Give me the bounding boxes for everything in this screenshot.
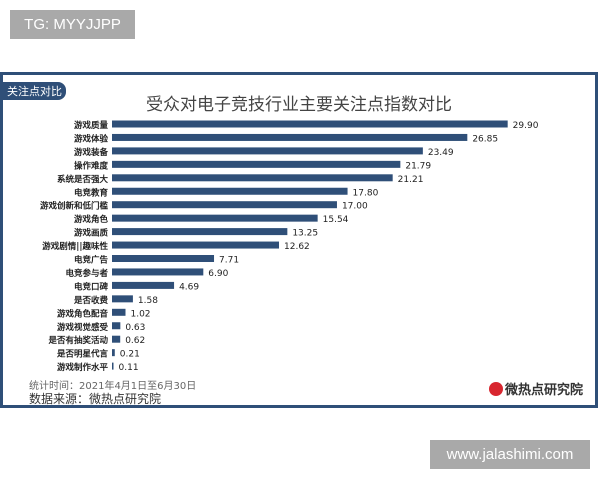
value-label: 7.71 — [219, 256, 239, 266]
value-label: 6.90 — [208, 269, 228, 279]
value-label: 21.21 — [398, 175, 424, 185]
category-label: 系统是否强大 — [57, 174, 109, 185]
bar — [112, 281, 175, 289]
value-label: 0.62 — [125, 336, 145, 346]
value-label: 0.63 — [125, 323, 145, 333]
category-label: 电竞口碑 — [74, 281, 109, 292]
value-label: 12.62 — [284, 242, 310, 252]
value-label: 21.79 — [405, 161, 431, 171]
bar — [112, 255, 215, 262]
category-label: 游戏创新和低门槛 — [40, 201, 109, 212]
bar — [112, 133, 468, 141]
logo-text: 微热点研究院 — [505, 383, 584, 398]
category-label: 游戏制作水平 — [57, 362, 109, 373]
chart-title: 受众对电子竞技行业主要关注点指数对比 — [146, 95, 452, 115]
bar — [112, 147, 423, 155]
bar — [112, 295, 133, 303]
category-label: 是否收费 — [73, 295, 109, 306]
bar-chart: 游戏质量 29.90 游戏体验 26.85 游戏装备 23.49 操作难度 21.79 系统是否… — [40, 120, 539, 373]
value-label: 17.00 — [342, 202, 368, 212]
value-label: 29.90 — [513, 121, 539, 131]
bar — [112, 120, 508, 128]
data-source: 数据来源：微热点研究院 — [29, 392, 162, 406]
bar — [112, 349, 115, 357]
bar — [112, 160, 401, 168]
category-label: 操作难度 — [74, 160, 109, 171]
value-label: 4.69 — [179, 282, 199, 292]
category-label: 是否有抽奖活动 — [47, 335, 108, 346]
category-label: 是否明星代言 — [56, 349, 109, 360]
section-badge: 关注点对比 — [3, 82, 66, 100]
stat-period: 统计时间：2021年4月1日至6月30日 — [29, 381, 197, 392]
bar — [112, 322, 121, 330]
bar — [112, 308, 126, 316]
category-label: 游戏装备 — [74, 147, 109, 158]
value-label: 0.21 — [120, 350, 140, 360]
bar — [112, 174, 393, 182]
bar — [112, 228, 288, 236]
category-label: 游戏视觉感受 — [57, 322, 109, 333]
category-label: 游戏质量 — [74, 120, 109, 131]
watermark-top: TG: MYYJJPP — [10, 10, 135, 39]
bar — [112, 268, 204, 276]
category-label: 游戏角色 — [74, 214, 109, 225]
category-label: 电竞参与者 — [65, 268, 108, 279]
bar — [112, 335, 121, 343]
value-label: 13.25 — [292, 229, 318, 239]
bar — [112, 241, 280, 249]
value-label: 0.11 — [119, 363, 139, 373]
category-label: 游戏角色配音 — [57, 308, 109, 319]
brand-logo: 微热点研究院 — [489, 379, 583, 398]
value-label: 23.49 — [428, 148, 454, 158]
category-label: 游戏体验 — [74, 133, 109, 144]
bar — [112, 362, 114, 370]
bar — [112, 214, 318, 222]
category-label: 游戏画质 — [74, 228, 109, 239]
bar — [112, 201, 337, 209]
logo-icon — [489, 381, 503, 396]
bar — [112, 187, 348, 195]
value-label: 1.02 — [130, 309, 150, 319]
value-label: 1.58 — [138, 296, 158, 306]
category-label: 电竞广告 — [74, 255, 109, 266]
watermark-bottom: www.jalashimi.com — [430, 440, 590, 469]
category-label: 电竞教育 — [74, 187, 109, 198]
category-label: 游戏剧情||趣味性 — [42, 241, 108, 252]
value-label: 26.85 — [472, 134, 498, 144]
value-label: 15.54 — [323, 215, 349, 225]
value-label: 17.80 — [353, 188, 379, 198]
chart-frame: 关注点对比 受众对电子竞技行业主要关注点指数对比 游戏质量 29.90 游戏体验 26… — [0, 72, 598, 408]
